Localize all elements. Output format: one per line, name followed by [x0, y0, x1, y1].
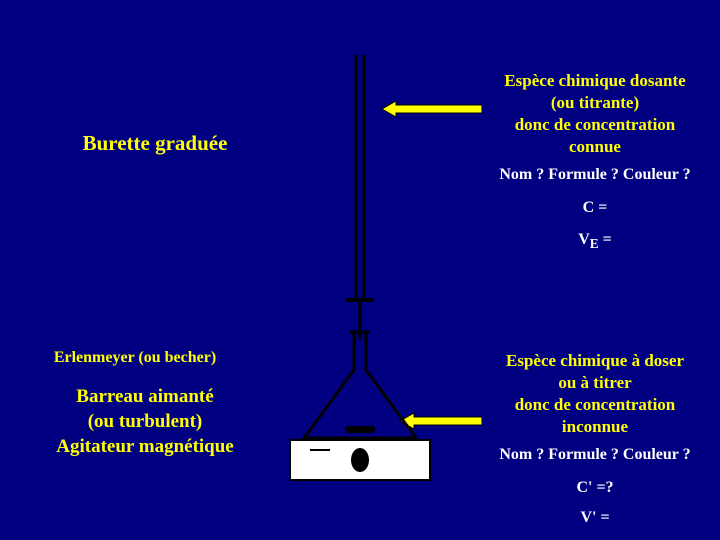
erlenmeyer-label: Erlenmeyer (ou becher) [20, 348, 250, 369]
dosante-l2: (ou titrante) [551, 93, 639, 112]
nom1-label: Nom ? Formule ? Couleur ? [480, 165, 710, 186]
barreau-label: Barreau aimanté (ou turbulent) [40, 385, 250, 434]
burette-label: Burette graduée [40, 130, 270, 157]
ve-sub: E [590, 236, 599, 251]
ve-suffix: = [599, 231, 612, 248]
doser-l1: Espèce chimique à doser [506, 351, 684, 370]
doser-l2: ou à titrer [558, 373, 631, 392]
doser-l4: inconnue [562, 417, 628, 436]
barreau-line2: (ou turbulent) [88, 411, 203, 432]
titration-apparatus [280, 50, 440, 490]
barreau-line1: Barreau aimanté [76, 386, 213, 407]
ve-prefix: V [578, 231, 590, 248]
agitateur-label: Agitateur magnétique [30, 435, 260, 460]
doser-l3: donc de concentration [515, 395, 676, 414]
dosante-label: Espèce chimique dosante (ou titrante) do… [480, 70, 710, 158]
cprime-equation: C' =? [480, 478, 710, 499]
dosante-l1: Espèce chimique dosante [504, 71, 685, 90]
c-equation: C = [480, 198, 710, 219]
ve-equation: VE = [480, 230, 710, 253]
nom2-label: Nom ? Formule ? Couleur ? [480, 445, 710, 466]
dosante-l4: connue [569, 137, 621, 156]
vprime-equation: V' = [480, 508, 710, 529]
doser-label: Espèce chimique à doser ou à titrer donc… [480, 350, 710, 438]
dosante-l3: donc de concentration [515, 115, 676, 134]
